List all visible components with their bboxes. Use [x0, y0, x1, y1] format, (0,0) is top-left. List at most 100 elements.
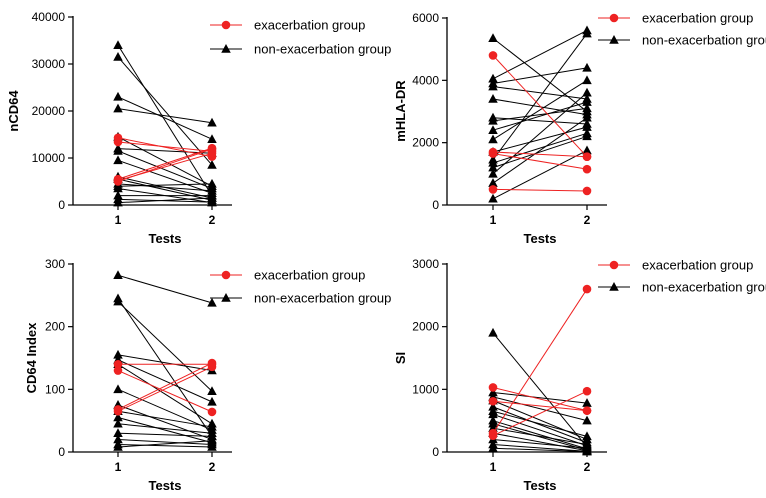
paired-line: [117, 152, 213, 182]
legend-label-exacerbation: exacerbation group: [642, 11, 753, 26]
data-point: [113, 137, 123, 147]
data-point: [582, 75, 592, 85]
y-axis-title: CD64 Index: [24, 322, 39, 394]
data-point: [582, 386, 592, 396]
data-point: [113, 51, 123, 61]
paired-line: [117, 183, 213, 192]
data-point: [582, 152, 592, 161]
data-point: [113, 359, 123, 369]
paired-line: [117, 354, 213, 372]
paired-line: [492, 153, 588, 170]
data-point: [207, 297, 217, 307]
y-tick-label: 2000: [412, 136, 439, 150]
legend-label-exacerbation: exacerbation group: [254, 18, 365, 33]
data-point: [488, 401, 498, 411]
data-point: [582, 186, 592, 196]
data-point: [207, 435, 217, 445]
y-tick-label: 4000: [412, 73, 439, 87]
paired-line: [492, 135, 588, 169]
legend-marker-exacerbation: [609, 260, 619, 270]
paired-line: [117, 440, 213, 448]
paired-line: [492, 86, 588, 100]
paired-line: [117, 159, 213, 194]
data-point: [113, 145, 123, 155]
paired-line: [117, 44, 213, 196]
y-tick-label: 6000: [412, 11, 439, 25]
y-tick-label: 20000: [32, 104, 66, 118]
paired-line: [117, 96, 213, 140]
series-non-exacerbation: [488, 25, 592, 203]
paired-line: [492, 98, 588, 116]
data-point: [113, 103, 123, 113]
paired-line: [492, 427, 588, 445]
data-point: [207, 407, 217, 417]
data-point: [488, 168, 498, 178]
y-tick-label: 100: [45, 382, 65, 396]
paired-line: [117, 366, 213, 412]
x-axis-title: Tests: [524, 231, 557, 246]
data-point: [582, 415, 592, 425]
paired-line: [492, 55, 588, 158]
paired-line: [492, 150, 588, 200]
data-point: [488, 396, 498, 406]
series-exacerbation: [113, 133, 217, 186]
data-point: [113, 349, 123, 359]
data-point: [207, 192, 217, 202]
paired-line: [117, 362, 213, 410]
paired-line: [492, 117, 588, 184]
data-point: [488, 418, 498, 428]
data-point: [207, 396, 217, 406]
panel-1: 0 10000 20000 30000 40000 1 2 Tests nCD64 exacerb…: [6, 10, 391, 246]
x-axis-title: Tests: [149, 231, 182, 246]
x-tick-label: 1: [490, 460, 497, 474]
paired-line: [117, 301, 213, 392]
data-point: [582, 112, 592, 122]
paired-line: [492, 188, 588, 192]
data-point: [488, 149, 498, 158]
data-point: [488, 193, 498, 203]
paired-line: [117, 136, 213, 187]
data-point: [488, 443, 498, 452]
data-point: [207, 386, 217, 395]
data-point: [113, 270, 123, 280]
paired-line: [492, 396, 588, 422]
y-tick-label: 0: [58, 198, 65, 212]
data-point: [488, 134, 498, 144]
y-tick-label: 200: [45, 320, 65, 334]
paired-line: [492, 390, 588, 437]
data-point: [113, 40, 123, 49]
paired-line: [492, 410, 588, 437]
legend-label-non-exacerbation: non-exacerbation group: [254, 291, 391, 306]
data-point: [207, 117, 217, 127]
y-axis-title: nCD64: [6, 90, 21, 132]
series-non-exacerbation: [113, 270, 217, 451]
x-tick-label: 2: [209, 213, 216, 227]
paired-line: [117, 363, 213, 425]
data-point: [582, 97, 592, 106]
legend-label-non-exacerbation: non-exacerbation group: [642, 280, 766, 295]
data-point: [582, 446, 592, 456]
data-point: [582, 406, 592, 415]
data-point: [582, 284, 592, 294]
paired-line: [117, 370, 213, 413]
paired-line: [492, 33, 588, 161]
data-point: [582, 62, 592, 72]
series-non-exacerbation: [113, 40, 217, 207]
data-point: [488, 81, 498, 91]
legend-marker-non-exacerbation: [221, 44, 231, 53]
data-point: [488, 51, 498, 60]
x-tick-label: 1: [115, 213, 122, 227]
data-point: [582, 103, 592, 113]
data-point: [488, 33, 498, 43]
y-tick-label: 0: [432, 198, 439, 212]
legend-label-non-exacerbation: non-exacerbation group: [642, 33, 766, 48]
x-axis-title: Tests: [149, 478, 182, 493]
paired-line: [117, 147, 213, 180]
paired-line: [492, 132, 588, 164]
data-point: [113, 434, 123, 444]
paired-line: [117, 274, 213, 304]
paired-line: [117, 298, 213, 437]
paired-line: [117, 388, 213, 431]
paired-line: [492, 92, 588, 175]
data-point: [113, 441, 123, 451]
